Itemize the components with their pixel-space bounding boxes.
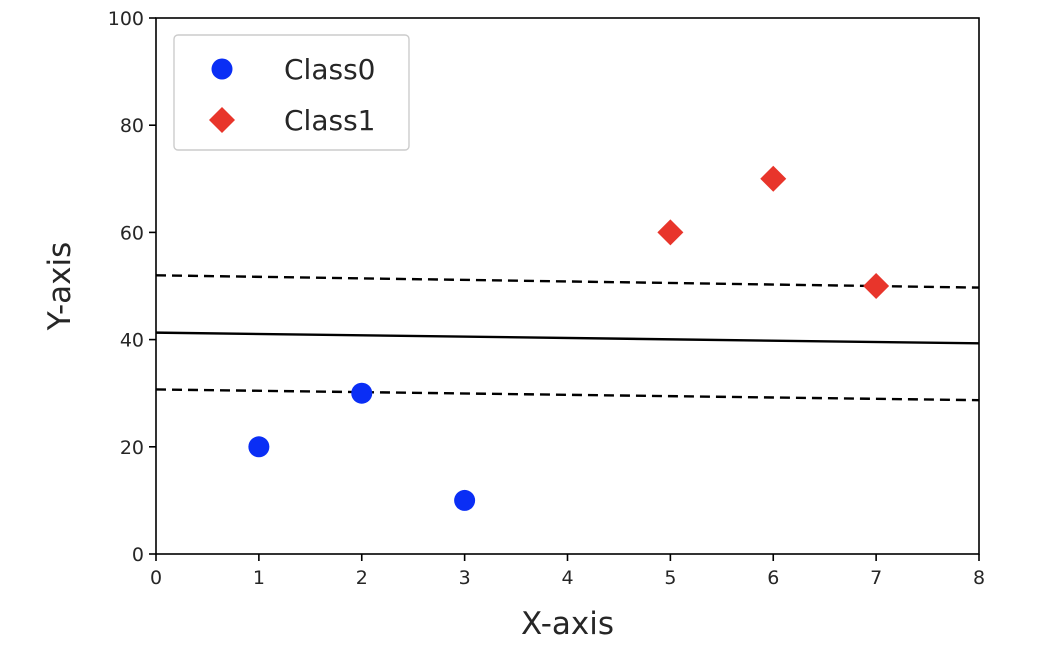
y-tick-label: 80 [120, 115, 144, 137]
x-tick-label: 7 [870, 567, 882, 589]
legend-label: Class0 [284, 53, 375, 86]
x-axis-label: X-axis [521, 606, 614, 642]
x-tick-label: 3 [459, 567, 471, 589]
y-tick-label: 60 [120, 222, 144, 244]
class0-point [351, 382, 373, 404]
y-tick-label: 100 [108, 8, 144, 30]
margin-line-2 [155, 388, 980, 402]
x-axis-ticks: 0 1 2 3 4 5 6 7 8 [150, 554, 985, 589]
x-tick-label: 4 [561, 567, 573, 589]
decision-lines [155, 274, 980, 402]
x-tick-label: 0 [150, 567, 162, 589]
y-tick-label: 40 [120, 330, 144, 352]
class0-point [248, 436, 270, 458]
y-tick-label: 0 [132, 544, 144, 566]
class1-point [760, 165, 787, 192]
legend-label: Class1 [284, 104, 375, 137]
legend-marker-class1 [209, 107, 235, 133]
x-tick-label: 6 [767, 567, 779, 589]
y-axis-label: Y-axis [42, 242, 78, 332]
margin-line-1 [155, 274, 980, 289]
legend-marker-class0 [211, 58, 233, 80]
y-axis-ticks: 0 20 40 60 80 100 [108, 8, 156, 566]
legend: Class0 Class1 [173, 34, 410, 151]
class1-point [657, 219, 684, 246]
decision-boundary-line [155, 331, 980, 345]
x-tick-label: 8 [973, 567, 985, 589]
y-tick-label: 20 [120, 437, 144, 459]
x-tick-label: 2 [356, 567, 368, 589]
class1-point [863, 273, 890, 299]
x-tick-label: 5 [664, 567, 676, 589]
class0-point [454, 489, 476, 511]
x-tick-label: 1 [253, 567, 265, 589]
data-points [248, 165, 890, 511]
